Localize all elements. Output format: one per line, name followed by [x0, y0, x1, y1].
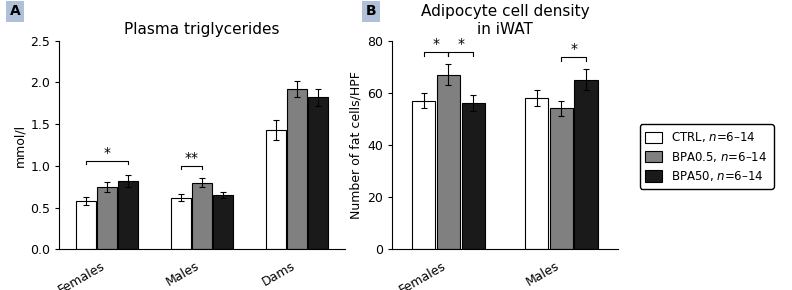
- Text: **: **: [185, 151, 199, 166]
- Y-axis label: mmol/l: mmol/l: [13, 124, 26, 166]
- Bar: [436, 75, 460, 249]
- Y-axis label: Number of fat cells/HPF: Number of fat cells/HPF: [350, 71, 363, 219]
- Bar: [287, 89, 307, 249]
- Bar: [118, 181, 138, 249]
- Bar: [574, 80, 598, 249]
- Bar: [192, 183, 212, 249]
- Bar: [97, 187, 117, 249]
- Bar: [266, 130, 286, 249]
- Title: Adipocyte cell density
in iWAT: Adipocyte cell density in iWAT: [421, 4, 589, 37]
- Bar: [412, 101, 436, 249]
- Bar: [462, 103, 485, 249]
- Bar: [308, 97, 328, 249]
- Title: Plasma triglycerides: Plasma triglycerides: [124, 22, 280, 37]
- Bar: [213, 195, 233, 249]
- Bar: [525, 98, 548, 249]
- Text: *: *: [104, 146, 110, 160]
- Text: *: *: [432, 37, 440, 51]
- Bar: [550, 108, 573, 249]
- Text: A: A: [10, 4, 21, 18]
- Text: *: *: [458, 37, 464, 51]
- Text: B: B: [366, 4, 376, 18]
- Text: *: *: [570, 42, 577, 56]
- Legend: CTRL, $\it{n}$=6–14, BPA0.5, $\it{n}$=6–14, BPA50, $\it{n}$=6–14: CTRL, $\it{n}$=6–14, BPA0.5, $\it{n}$=6–…: [639, 124, 774, 189]
- Bar: [171, 197, 191, 249]
- Bar: [76, 201, 96, 249]
